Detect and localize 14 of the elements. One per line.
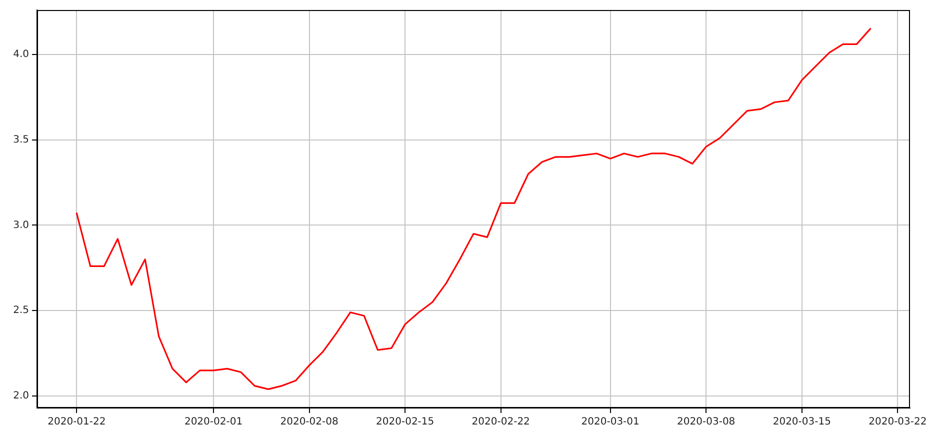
x-tick-label: 2020-03-01: [581, 416, 640, 428]
y-tick-label: 3.5: [13, 134, 29, 146]
x-tick-label: 2020-02-22: [472, 416, 530, 428]
x-tick-label: 2020-01-22: [48, 416, 106, 428]
y-tick-label: 2.5: [13, 305, 29, 316]
y-tick-label: 2.0: [13, 390, 29, 402]
y-tick-label: 3.0: [13, 220, 29, 231]
x-tick-label: 2020-02-01: [184, 416, 243, 428]
x-tick-label: 2020-03-22: [868, 416, 927, 428]
x-tick-label: 2020-03-15: [772, 416, 831, 428]
x-tick-label: 2020-02-15: [376, 416, 434, 428]
x-tick-label: 2020-02-08: [280, 416, 338, 428]
x-tick-label: 2020-03-08: [677, 416, 736, 428]
y-tick-label: 4.0: [13, 49, 29, 60]
